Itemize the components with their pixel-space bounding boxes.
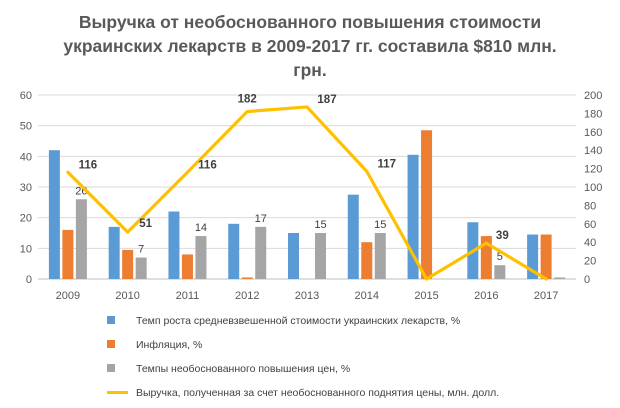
bar-inflation: [541, 235, 552, 279]
bar-unjustified: [554, 277, 565, 279]
bar-data-label: 7: [138, 244, 144, 256]
line-data-label: 116: [79, 159, 98, 171]
y-left-tick-label: 30: [20, 182, 32, 194]
bar-growth: [109, 227, 120, 279]
bar-inflation: [242, 277, 253, 279]
bar-growth: [288, 233, 299, 279]
bar-growth: [49, 150, 60, 279]
bar-inflation: [421, 130, 432, 279]
x-tick-label: 2017: [534, 290, 558, 302]
bar-growth: [348, 195, 359, 279]
y-right-tick-label: 200: [584, 90, 602, 102]
bar-inflation: [182, 254, 193, 279]
y-right-tick-label: 80: [584, 200, 596, 212]
bar-data-label: 14: [195, 222, 207, 234]
bar-unjustified: [195, 236, 206, 279]
legend-swatch-growth: [107, 316, 115, 324]
legend-swatch-unjustified: [107, 364, 115, 372]
y-left-tick-label: 0: [26, 274, 32, 286]
y-right-tick-label: 40: [584, 237, 596, 249]
bar-unjustified: [255, 227, 266, 279]
legend-label-inflation: Инфляция, %: [136, 336, 202, 354]
legend-label-growth: Темп роста средневзвешенной стоимости ук…: [136, 312, 460, 330]
y-left-tick-label: 60: [20, 90, 32, 102]
bar-growth: [168, 212, 179, 279]
x-tick-label: 2014: [355, 290, 379, 302]
bar-unjustified: [494, 265, 505, 279]
bar-unjustified: [315, 233, 326, 279]
line-data-label: 39: [496, 230, 509, 242]
bar-unjustified: [136, 258, 147, 279]
line-data-label: 116: [198, 159, 217, 171]
y-left-tick-label: 50: [20, 121, 32, 133]
bar-growth: [228, 224, 239, 279]
legend-swatch-inflation: [107, 340, 115, 348]
legend-label-unjustified: Темпы необоснованного повышения цен, %: [136, 360, 350, 378]
bar-unjustified: [375, 233, 386, 279]
x-tick-label: 2010: [115, 290, 139, 302]
line-data-label: 51: [139, 218, 152, 230]
y-left-tick-label: 40: [20, 151, 32, 163]
bar-data-label: 15: [314, 219, 326, 231]
x-tick-label: 2009: [56, 290, 80, 302]
bar-inflation: [122, 250, 133, 279]
y-right-tick-label: 160: [584, 127, 602, 139]
x-tick-label: 2016: [474, 290, 498, 302]
bar-unjustified: [76, 199, 87, 279]
y-right-tick-label: 120: [584, 164, 602, 176]
bar-inflation: [62, 230, 73, 279]
legend-label-revenue: Выручка, полученная за счет необоснованн…: [136, 384, 499, 402]
y-right-tick-label: 0: [584, 274, 590, 286]
y-right-tick-label: 20: [584, 256, 596, 268]
x-tick-label: 2012: [235, 290, 259, 302]
line-data-label: 187: [317, 94, 336, 106]
y-left-tick-label: 10: [20, 243, 32, 255]
y-right-tick-label: 100: [584, 182, 602, 194]
y-right-tick-label: 140: [584, 145, 602, 157]
line-data-label: 117: [377, 158, 396, 170]
line-data-label: 182: [238, 94, 257, 106]
y-right-tick-label: 180: [584, 108, 602, 120]
bar-data-label: 17: [255, 213, 267, 225]
legend-swatch-revenue: [107, 391, 128, 394]
x-tick-label: 2015: [414, 290, 438, 302]
x-tick-label: 2011: [176, 290, 200, 302]
bar-data-label: 15: [374, 219, 386, 231]
bar-inflation: [361, 242, 372, 279]
y-left-tick-label: 20: [20, 213, 32, 225]
x-tick-label: 2013: [295, 290, 319, 302]
y-right-tick-label: 60: [584, 219, 596, 231]
